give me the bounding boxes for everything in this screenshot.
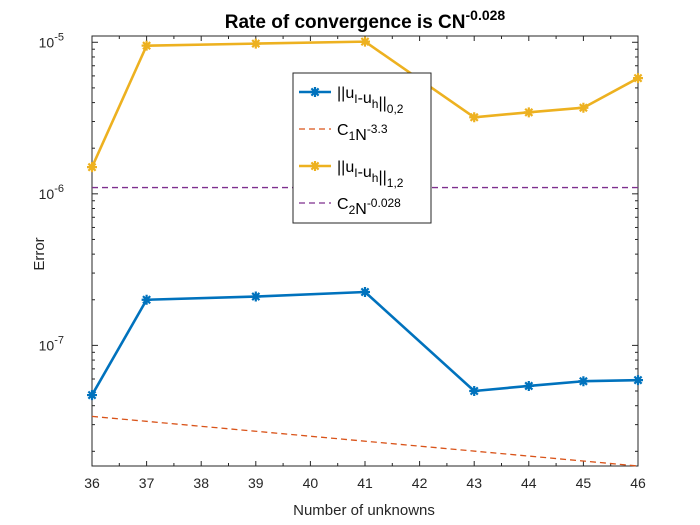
legend-entry: ||uI-uh||0,2 bbox=[299, 85, 404, 116]
legend-label: ||uI-uh||0,2 bbox=[337, 85, 404, 116]
data-point-marker bbox=[360, 287, 370, 298]
chart-title: Rate of convergence is CN-0.028 bbox=[225, 7, 506, 33]
legend-entry: C1N-3.3 bbox=[299, 122, 388, 144]
series-1 bbox=[87, 287, 643, 401]
data-point-marker bbox=[250, 38, 261, 49]
x-tick-label: 40 bbox=[303, 475, 319, 491]
legend-entry: ||uI-uh||1,2 bbox=[299, 159, 404, 190]
data-point-marker bbox=[87, 390, 97, 401]
x-tick-label: 46 bbox=[630, 475, 646, 491]
x-tick-label: 43 bbox=[466, 475, 482, 491]
x-tick-label: 37 bbox=[139, 475, 155, 491]
data-point-marker bbox=[87, 162, 97, 173]
data-point-marker bbox=[469, 112, 480, 123]
x-tick-label: 42 bbox=[412, 475, 428, 491]
data-point-marker bbox=[523, 380, 534, 391]
data-point-marker bbox=[578, 376, 589, 387]
x-tick-label: 38 bbox=[193, 475, 209, 491]
y-tick-label: 10-7 bbox=[39, 334, 64, 353]
data-point-marker bbox=[578, 102, 589, 113]
legend-entry: C2N-0.028 bbox=[299, 196, 401, 218]
legend-label: C2N-0.028 bbox=[337, 196, 401, 218]
legend-label: C1N-3.3 bbox=[337, 122, 388, 144]
y-axis-label: Error bbox=[31, 237, 48, 270]
legend: ||uI-uh||0,2 C1N-3.3 ||uI-uh||1,2 C2N-0.028 bbox=[292, 72, 432, 224]
data-point-marker bbox=[141, 40, 152, 51]
data-point-marker bbox=[633, 375, 643, 386]
legend-marker bbox=[310, 87, 320, 97]
x-tick-label: 36 bbox=[84, 475, 100, 491]
x-tick-label: 41 bbox=[357, 475, 373, 491]
data-point-marker bbox=[141, 294, 152, 305]
legend-label: ||uI-uh||1,2 bbox=[337, 159, 404, 190]
x-tick-label: 44 bbox=[521, 475, 537, 491]
series-2 bbox=[91, 415, 639, 467]
y-tick-label: 10-5 bbox=[39, 31, 64, 50]
legend-marker bbox=[310, 161, 320, 171]
y-tick-label: 10-6 bbox=[39, 183, 64, 202]
x-axis-label: Number of unknowns bbox=[293, 502, 435, 519]
data-point-marker bbox=[250, 291, 261, 302]
data-point-marker bbox=[469, 386, 480, 397]
series-line bbox=[91, 415, 639, 467]
x-tick-label: 39 bbox=[248, 475, 264, 491]
series-line bbox=[90, 290, 639, 396]
data-point-marker bbox=[633, 73, 643, 84]
x-tick-label: 45 bbox=[576, 475, 592, 491]
legend-box bbox=[292, 72, 432, 224]
data-point-marker bbox=[523, 107, 534, 118]
data-point-marker bbox=[360, 36, 370, 47]
